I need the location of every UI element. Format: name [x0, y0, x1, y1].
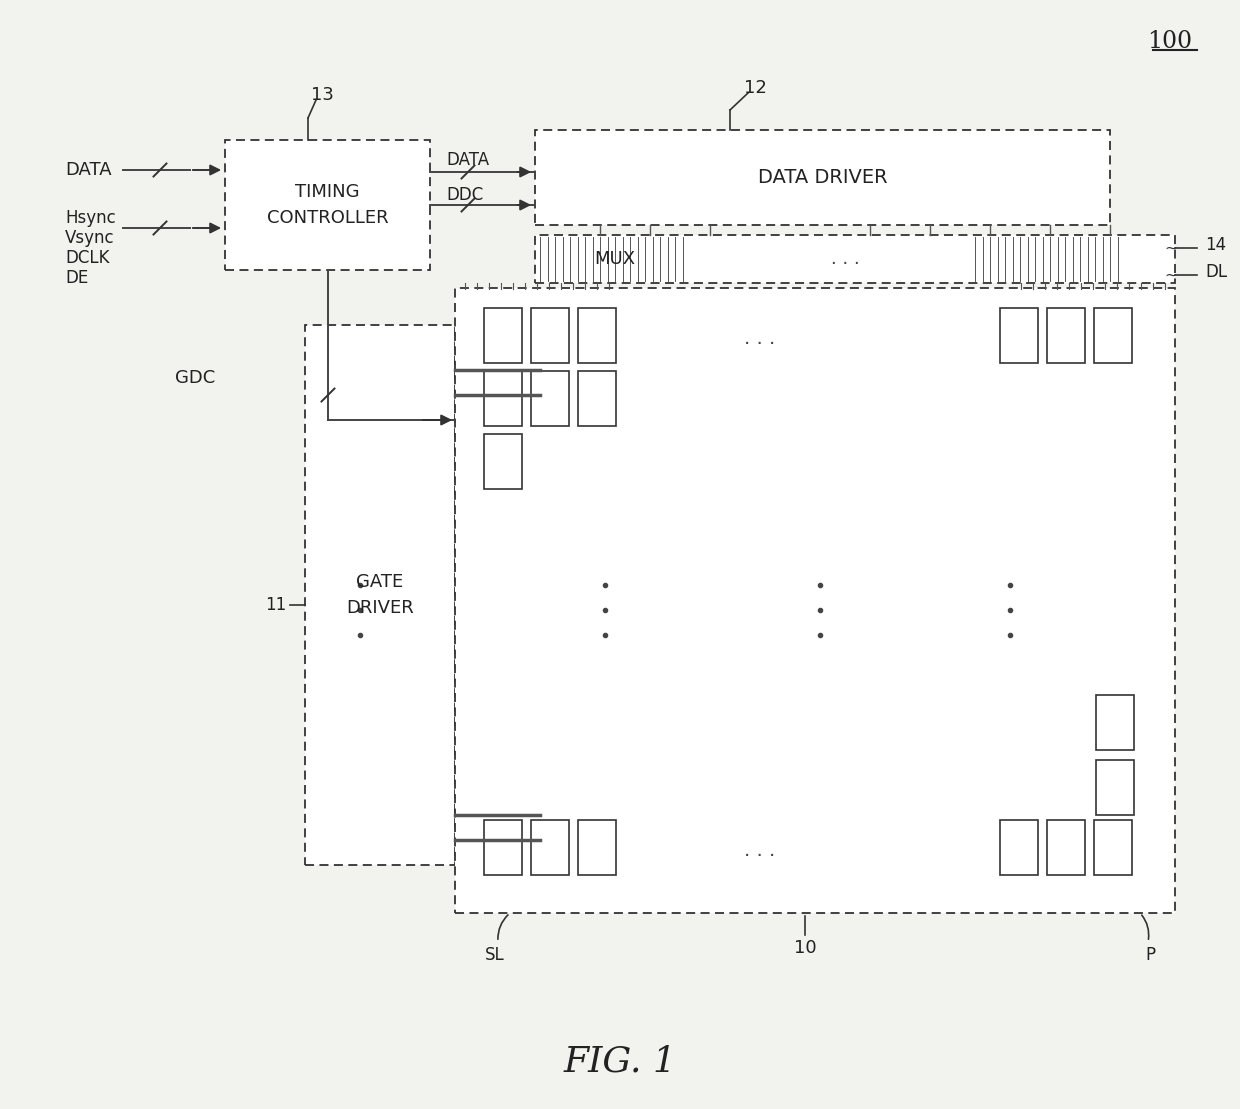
Text: GATE
DRIVER: GATE DRIVER — [346, 573, 414, 618]
Bar — [534, 235, 1176, 283]
Bar — [578, 308, 616, 363]
Bar — [484, 820, 522, 875]
Text: DATA DRIVER: DATA DRIVER — [758, 167, 888, 187]
Text: Hsync: Hsync — [64, 208, 115, 227]
Text: . . .: . . . — [744, 841, 776, 859]
Text: DE: DE — [64, 269, 88, 287]
Bar — [484, 308, 522, 363]
Text: DL: DL — [1205, 263, 1228, 281]
Bar — [224, 140, 430, 269]
Text: SL: SL — [485, 946, 505, 964]
Bar — [484, 372, 522, 426]
Bar — [534, 130, 1110, 225]
Bar — [305, 325, 455, 865]
Bar — [1047, 308, 1085, 363]
Text: . . .: . . . — [831, 250, 859, 268]
Bar — [1094, 308, 1132, 363]
Text: 12: 12 — [744, 79, 766, 96]
Text: DDC: DDC — [446, 186, 484, 204]
Bar — [1047, 820, 1085, 875]
Text: ~: ~ — [1164, 267, 1177, 283]
Bar — [999, 820, 1038, 875]
Bar — [455, 288, 1176, 913]
Text: 100: 100 — [1147, 31, 1193, 53]
Bar — [1096, 760, 1135, 815]
Bar — [1096, 695, 1135, 750]
Text: 14: 14 — [1205, 236, 1226, 254]
Text: TIMING
CONTROLLER: TIMING CONTROLLER — [267, 183, 388, 227]
Bar — [578, 372, 616, 426]
Text: Vsync: Vsync — [64, 228, 114, 247]
Text: GDC: GDC — [175, 369, 216, 387]
Bar — [531, 372, 569, 426]
Text: 10: 10 — [794, 939, 816, 957]
Text: 11: 11 — [265, 596, 286, 614]
Bar — [999, 308, 1038, 363]
Bar — [578, 820, 616, 875]
Text: FIG. 1: FIG. 1 — [563, 1045, 677, 1079]
Text: DCLK: DCLK — [64, 250, 109, 267]
Bar — [1094, 820, 1132, 875]
Text: 13: 13 — [310, 87, 334, 104]
Text: . . .: . . . — [744, 328, 776, 347]
Text: MUX: MUX — [594, 250, 636, 268]
Text: ~: ~ — [1164, 241, 1177, 255]
Bar — [531, 308, 569, 363]
Bar — [531, 820, 569, 875]
Bar — [484, 434, 522, 489]
Text: DATA: DATA — [64, 161, 112, 179]
Text: P: P — [1145, 946, 1156, 964]
Text: DATA: DATA — [446, 151, 489, 169]
